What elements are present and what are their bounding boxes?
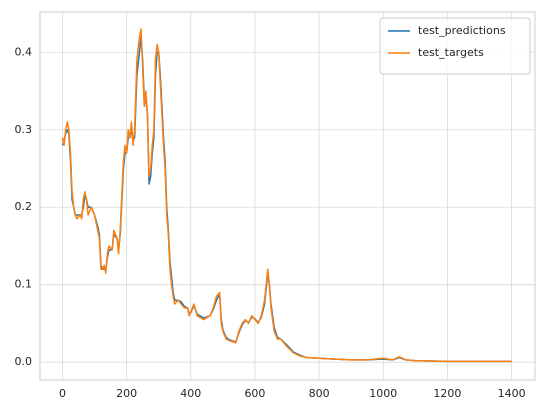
y-tick-label: 0.2 xyxy=(15,200,33,213)
x-tick-label: 0 xyxy=(59,387,66,400)
legend-label: test_predictions xyxy=(418,24,506,37)
plot-frame xyxy=(39,11,536,381)
x-tick-label: 400 xyxy=(180,387,201,400)
data-line xyxy=(61,28,512,363)
x-tick-label: 1200 xyxy=(433,387,461,400)
y-tick-label: 0.4 xyxy=(15,45,33,58)
y-tick-label: 0.0 xyxy=(15,355,33,368)
y-tick-label: 0.3 xyxy=(15,123,33,136)
x-tick-label: 200 xyxy=(116,387,137,400)
x-tick-label: 1400 xyxy=(498,387,526,400)
x-tick-label: 1000 xyxy=(369,387,397,400)
y-tick-label: 0.1 xyxy=(15,278,33,291)
legend-box xyxy=(379,17,531,75)
x-tick-label: 800 xyxy=(309,387,330,400)
x-tick-label: 600 xyxy=(244,387,265,400)
legend-label: test_targets xyxy=(418,46,484,59)
data-line xyxy=(61,36,512,363)
